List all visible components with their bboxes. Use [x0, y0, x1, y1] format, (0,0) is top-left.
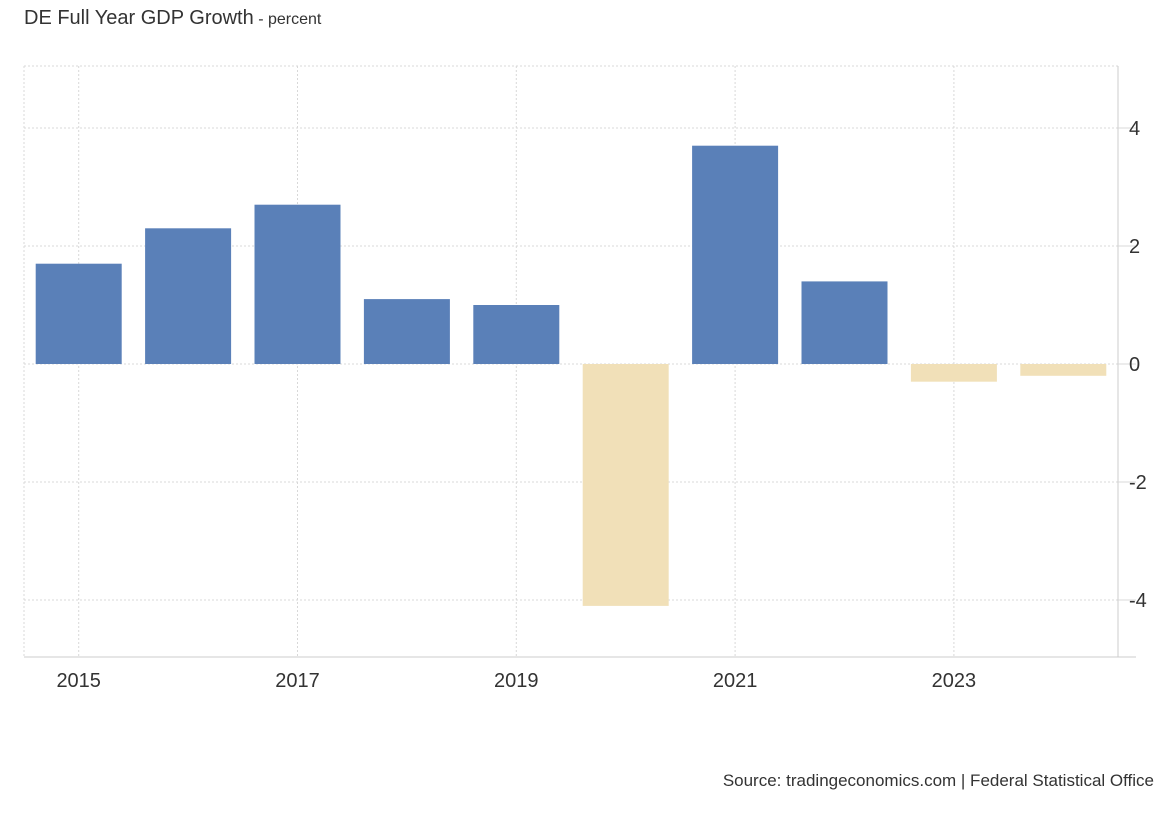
bar-2022 — [801, 281, 888, 364]
y-tick-label: 2 — [1129, 236, 1140, 258]
bar-2016 — [145, 228, 232, 364]
bar-2019 — [473, 305, 560, 364]
bar-2020 — [582, 364, 669, 606]
x-tick-label: 2015 — [56, 670, 101, 692]
y-tick-label: -4 — [1129, 590, 1147, 612]
bar-2021 — [692, 145, 779, 364]
bar-2017 — [254, 204, 341, 364]
chart-title-separator: - — [258, 11, 264, 28]
chart-title-row: DE Full Year GDP Growth - percent — [24, 7, 321, 30]
bar-series — [35, 145, 1107, 606]
y-tick-label: 0 — [1129, 354, 1140, 376]
y-axis-ticks: 4 2 0 -2 -4 — [1118, 118, 1147, 612]
x-tick-label: 2017 — [275, 670, 320, 692]
source-attribution: Source: tradingeconomics.com | Federal S… — [722, 771, 1154, 790]
x-tick-label: 2019 — [494, 670, 539, 692]
x-tick-label: 2023 — [932, 670, 977, 692]
chart-unit: percent — [267, 11, 322, 28]
y-tick-label: -2 — [1129, 472, 1147, 494]
chart-title: DE Full Year GDP Growth — [24, 7, 254, 29]
bar-2023 — [910, 364, 997, 382]
y-tick-label: 4 — [1129, 118, 1140, 140]
x-axis-ticks: 2015 2017 2019 2021 2023 — [56, 670, 976, 692]
bar-2024 — [1020, 364, 1107, 376]
bar-2018 — [363, 299, 450, 364]
grid-lines — [23, 65, 1118, 657]
bar-2015 — [35, 263, 122, 364]
x-tick-label: 2021 — [713, 670, 758, 692]
axes — [24, 66, 1136, 658]
